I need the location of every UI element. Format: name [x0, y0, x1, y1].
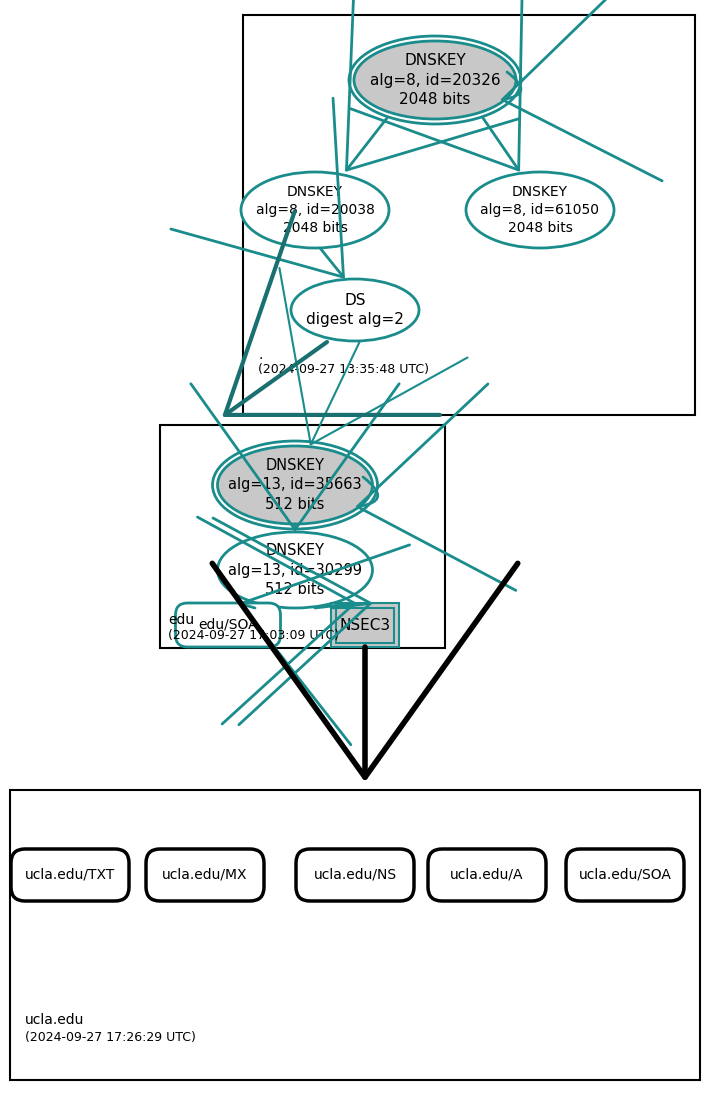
FancyArrowPatch shape — [212, 563, 518, 777]
Text: (2024-09-27 17:26:29 UTC): (2024-09-27 17:26:29 UTC) — [25, 1032, 196, 1045]
Ellipse shape — [218, 446, 373, 524]
Text: DNSKEY
alg=8, id=20326
2048 bits: DNSKEY alg=8, id=20326 2048 bits — [370, 53, 501, 107]
Ellipse shape — [466, 172, 614, 248]
FancyBboxPatch shape — [11, 849, 129, 901]
Text: ucla.edu: ucla.edu — [25, 1013, 85, 1027]
Text: DNSKEY
alg=8, id=61050
2048 bits: DNSKEY alg=8, id=61050 2048 bits — [481, 185, 599, 235]
Text: DNSKEY
alg=13, id=35663
512 bits: DNSKEY alg=13, id=35663 512 bits — [228, 457, 362, 512]
Text: edu: edu — [168, 613, 194, 627]
Ellipse shape — [291, 279, 419, 341]
Text: ucla.edu/TXT: ucla.edu/TXT — [25, 868, 115, 882]
Bar — [331, 603, 399, 647]
Bar — [10, 790, 700, 1080]
FancyBboxPatch shape — [146, 849, 264, 901]
Bar — [336, 607, 394, 642]
FancyArrowPatch shape — [358, 384, 515, 591]
FancyArrowPatch shape — [351, 0, 522, 170]
Ellipse shape — [218, 532, 373, 608]
FancyBboxPatch shape — [566, 849, 684, 901]
Text: .: . — [258, 348, 262, 362]
Text: ucla.edu/SOA: ucla.edu/SOA — [579, 868, 671, 882]
FancyBboxPatch shape — [296, 849, 414, 901]
FancyArrowPatch shape — [346, 0, 518, 170]
FancyArrowPatch shape — [191, 384, 399, 529]
Text: DNSKEY
alg=8, id=20038
2048 bits: DNSKEY alg=8, id=20038 2048 bits — [255, 185, 375, 235]
FancyArrowPatch shape — [198, 517, 355, 724]
Text: NSEC3: NSEC3 — [339, 617, 390, 632]
Text: (2024-09-27 13:35:48 UTC): (2024-09-27 13:35:48 UTC) — [258, 363, 429, 376]
Bar — [243, 15, 695, 415]
FancyBboxPatch shape — [428, 849, 546, 901]
FancyArrowPatch shape — [171, 98, 343, 277]
FancyArrowPatch shape — [503, 0, 662, 181]
Text: DNSKEY
alg=13, id=30299
512 bits: DNSKEY alg=13, id=30299 512 bits — [228, 543, 362, 597]
Text: ucla.edu/NS: ucla.edu/NS — [314, 868, 397, 882]
Text: edu/SOA: edu/SOA — [198, 618, 258, 632]
FancyArrowPatch shape — [240, 545, 410, 745]
FancyArrowPatch shape — [279, 268, 468, 444]
FancyBboxPatch shape — [176, 603, 281, 647]
Ellipse shape — [354, 40, 516, 119]
FancyArrowPatch shape — [225, 211, 440, 415]
Text: ucla.edu/MX: ucla.edu/MX — [162, 868, 247, 882]
FancyArrowPatch shape — [213, 519, 370, 724]
Text: ucla.edu/A: ucla.edu/A — [450, 868, 524, 882]
Ellipse shape — [241, 172, 389, 248]
Bar — [160, 424, 445, 648]
Text: (2024-09-27 17:03:09 UTC): (2024-09-27 17:03:09 UTC) — [168, 628, 339, 641]
Text: DS
digest alg=2: DS digest alg=2 — [306, 292, 404, 327]
